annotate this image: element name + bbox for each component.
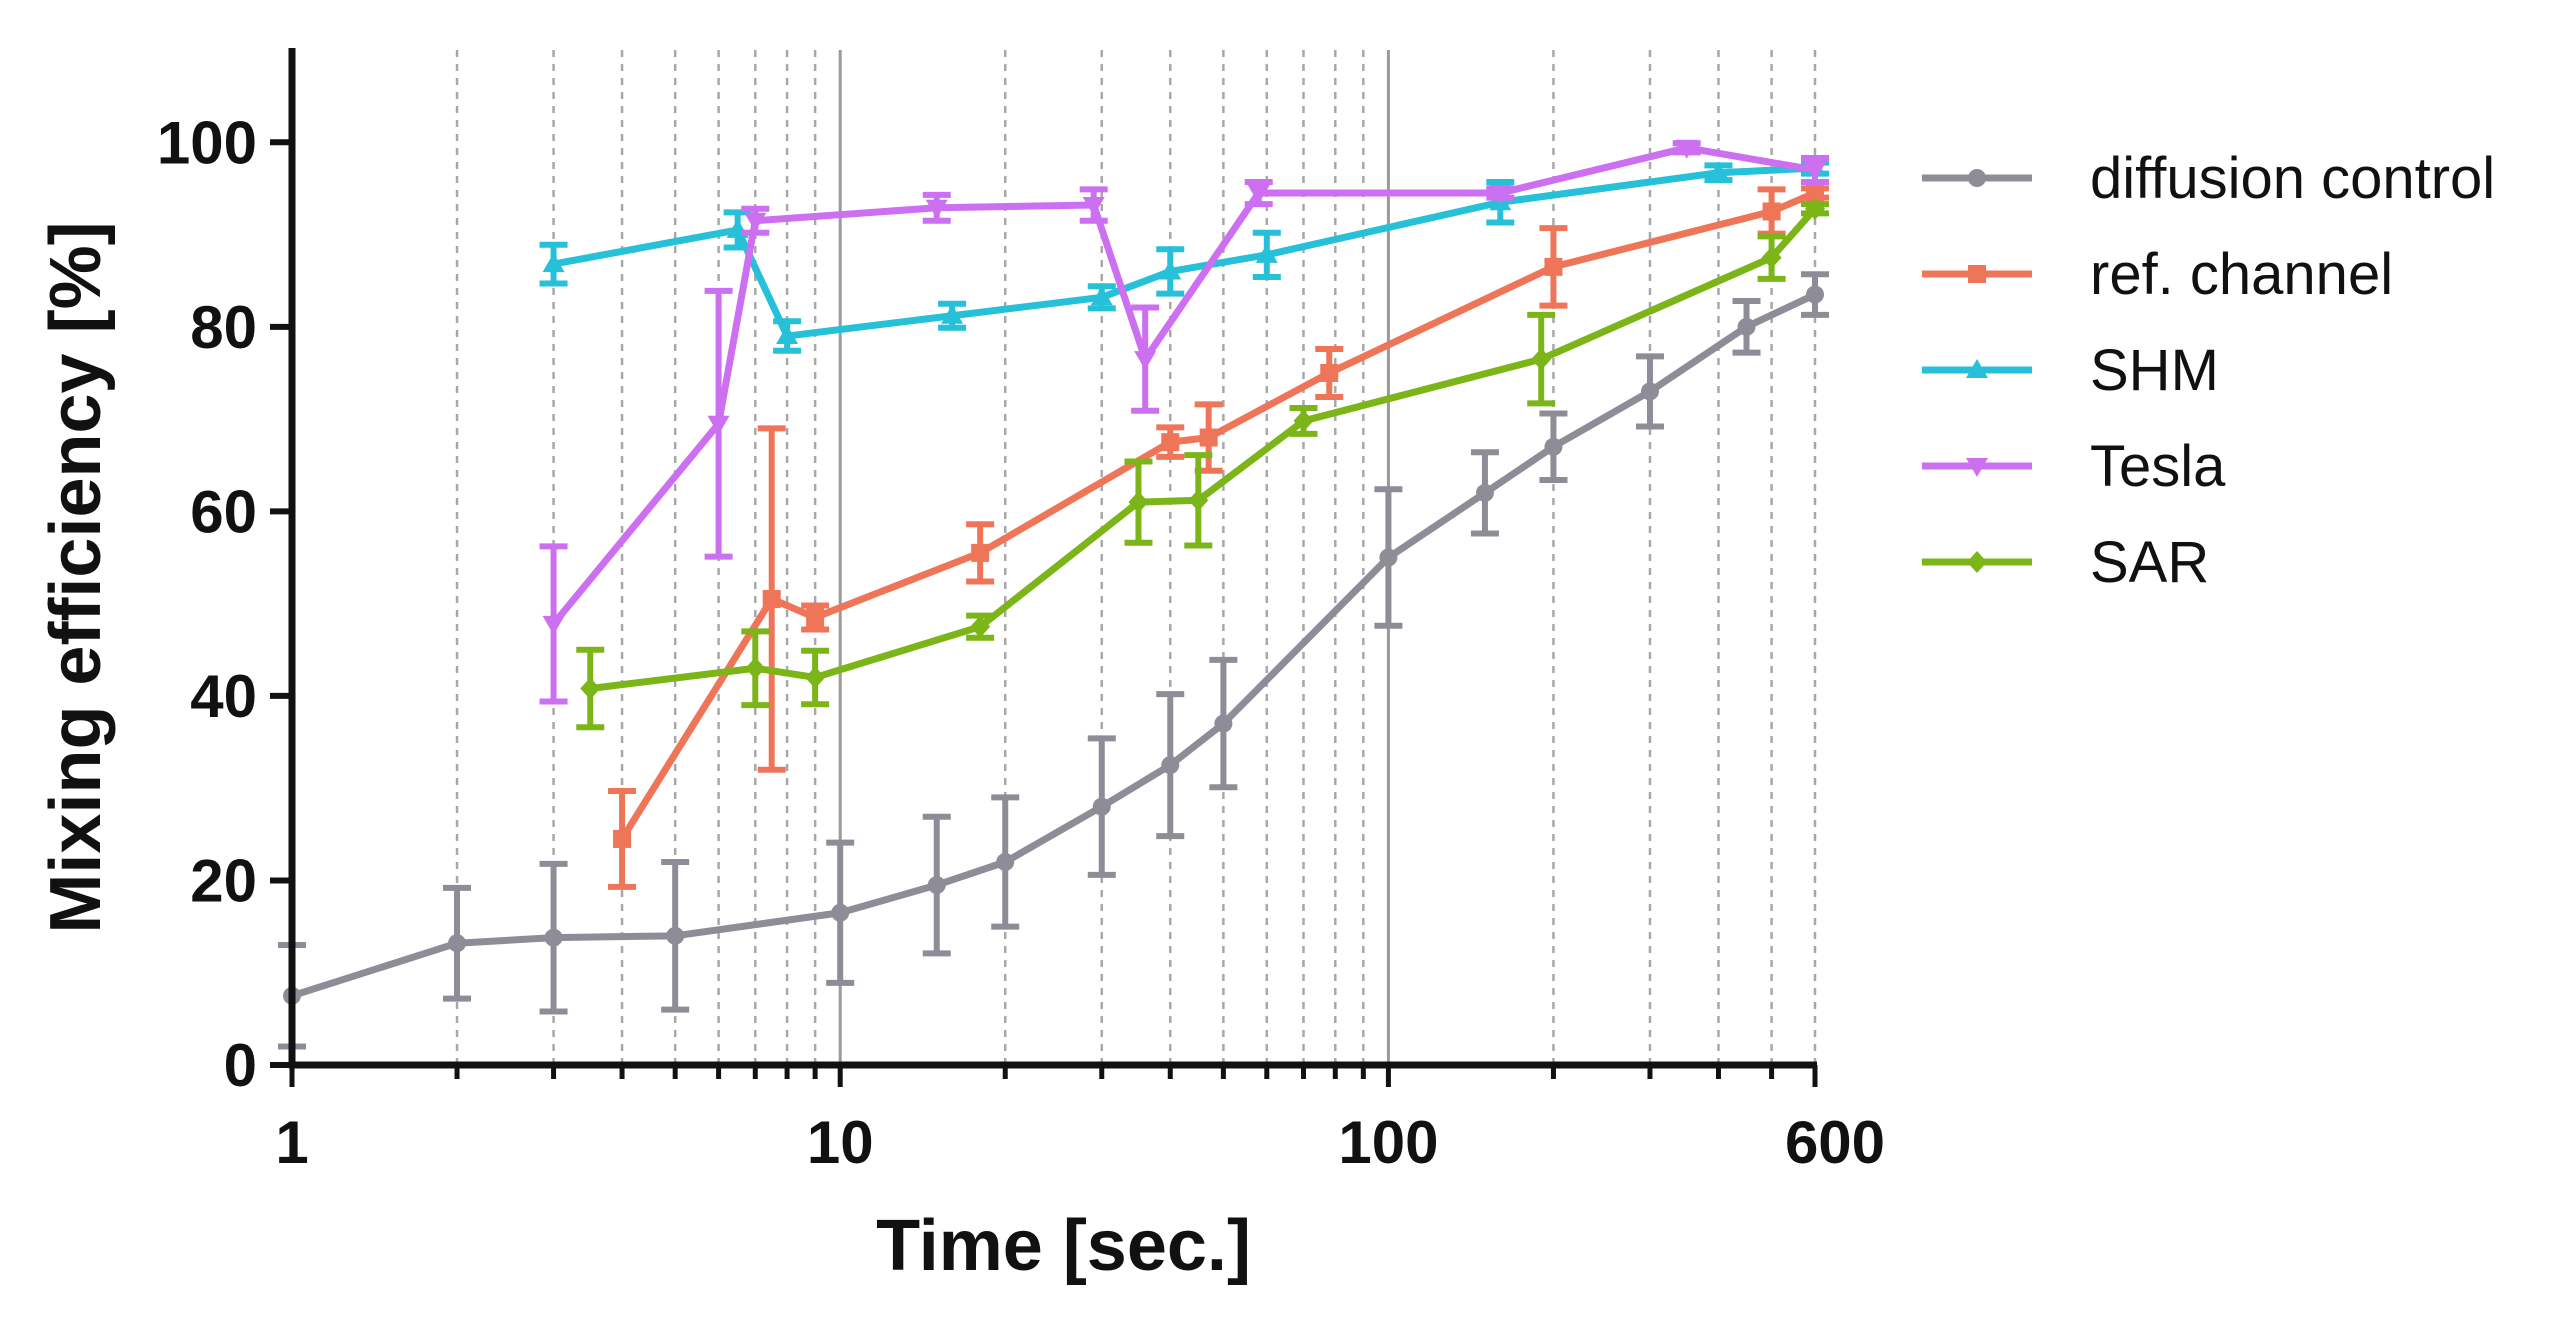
legend: diffusion control ref. channel SHM Tesla SAR xyxy=(1922,146,2495,595)
data-point xyxy=(927,876,946,895)
data-point xyxy=(580,677,601,700)
data-point xyxy=(1675,139,1698,159)
data-point xyxy=(1475,483,1494,502)
data-point xyxy=(1188,489,1209,512)
data-point xyxy=(831,903,850,922)
y-tick-label: 60 xyxy=(190,478,257,545)
series-line xyxy=(550,164,1819,340)
series-diffusion-control xyxy=(278,271,1829,1050)
data-point xyxy=(1489,185,1512,205)
y-tick-label: 40 xyxy=(190,663,257,730)
data-point xyxy=(613,829,632,848)
x-tick-label: 1 xyxy=(275,1109,308,1176)
series-line xyxy=(618,189,1819,843)
grid xyxy=(455,50,1817,1065)
data-point xyxy=(1379,548,1398,567)
data-point xyxy=(1161,756,1180,775)
series-line xyxy=(550,144,1819,628)
data-point xyxy=(970,615,991,638)
data-point xyxy=(1544,437,1563,456)
data-point xyxy=(1762,202,1781,221)
legend-item: SHM xyxy=(1922,338,2219,403)
data-point xyxy=(1707,161,1730,181)
data-point xyxy=(1134,351,1157,371)
data-point xyxy=(1082,197,1105,217)
data-point xyxy=(745,657,766,680)
x-axis-title: Time [sec.] xyxy=(876,1206,1251,1286)
data-point xyxy=(941,304,964,324)
data-point xyxy=(707,415,730,435)
legend-label: diffusion control xyxy=(2090,146,2495,211)
data-point xyxy=(1640,382,1659,401)
data-point xyxy=(1967,551,1987,573)
series-ref-channel xyxy=(608,184,1829,890)
data-point xyxy=(1804,161,1826,181)
legend-item: ref. channel xyxy=(1922,242,2393,307)
data-point xyxy=(1128,491,1149,514)
legend-label: SHM xyxy=(2090,338,2219,403)
data-point xyxy=(666,926,685,945)
legend-item: Tesla xyxy=(1922,434,2226,499)
data-point xyxy=(448,934,467,953)
data-point xyxy=(1161,433,1180,452)
data-point xyxy=(1544,257,1563,276)
legend-label: ref. channel xyxy=(2090,242,2393,307)
data-point xyxy=(1806,285,1824,304)
data-point xyxy=(1092,797,1111,816)
data-point xyxy=(1255,243,1278,263)
data-point xyxy=(1247,185,1270,205)
data-point xyxy=(806,608,825,627)
x-tick-label: 100 xyxy=(1338,1109,1438,1176)
data-point xyxy=(1531,348,1552,371)
legend-item: diffusion control xyxy=(1922,146,2495,211)
data-point xyxy=(996,853,1015,871)
data-point xyxy=(1761,246,1782,269)
y-axis-title: Mixing efficiency [%] xyxy=(36,221,116,933)
data-point xyxy=(542,253,565,273)
data-point xyxy=(1214,714,1233,733)
data-point xyxy=(1320,363,1339,382)
data-point xyxy=(542,615,565,635)
data-point xyxy=(1966,458,1988,477)
data-point xyxy=(1159,260,1182,280)
series-line xyxy=(288,291,1819,1000)
data-point xyxy=(1968,265,1986,283)
data-point xyxy=(776,325,799,345)
data-point xyxy=(1968,169,1986,187)
series-layer xyxy=(278,139,1829,1050)
y-tick-label: 0 xyxy=(224,1032,257,1099)
data-point xyxy=(1805,197,1825,220)
series-line xyxy=(586,205,1819,693)
data-point xyxy=(762,590,781,609)
series-shm xyxy=(539,157,1829,354)
series-tesla xyxy=(539,139,1829,705)
legend-label: Tesla xyxy=(2090,434,2226,499)
legend-label: SAR xyxy=(2090,530,2209,595)
data-point xyxy=(1737,317,1756,336)
data-point xyxy=(544,928,563,947)
axes: 0 20 40 60 80 100 1 10 100 600 xyxy=(157,48,1885,1176)
data-point xyxy=(1966,359,1988,378)
y-tick-label: 80 xyxy=(190,294,257,361)
data-point xyxy=(1199,428,1218,447)
data-point xyxy=(925,199,948,219)
data-point xyxy=(1293,409,1314,432)
y-tick-label: 20 xyxy=(190,847,257,914)
x-tick-label: 10 xyxy=(807,1109,874,1176)
data-point xyxy=(805,666,826,689)
data-point xyxy=(971,543,990,562)
x-tick-label: 600 xyxy=(1785,1109,1885,1176)
legend-item: SAR xyxy=(1922,530,2209,595)
data-point xyxy=(1806,184,1824,203)
series-sar xyxy=(576,197,1829,731)
data-point xyxy=(1090,286,1113,306)
y-tick-label: 100 xyxy=(157,109,257,176)
data-point xyxy=(744,212,767,232)
